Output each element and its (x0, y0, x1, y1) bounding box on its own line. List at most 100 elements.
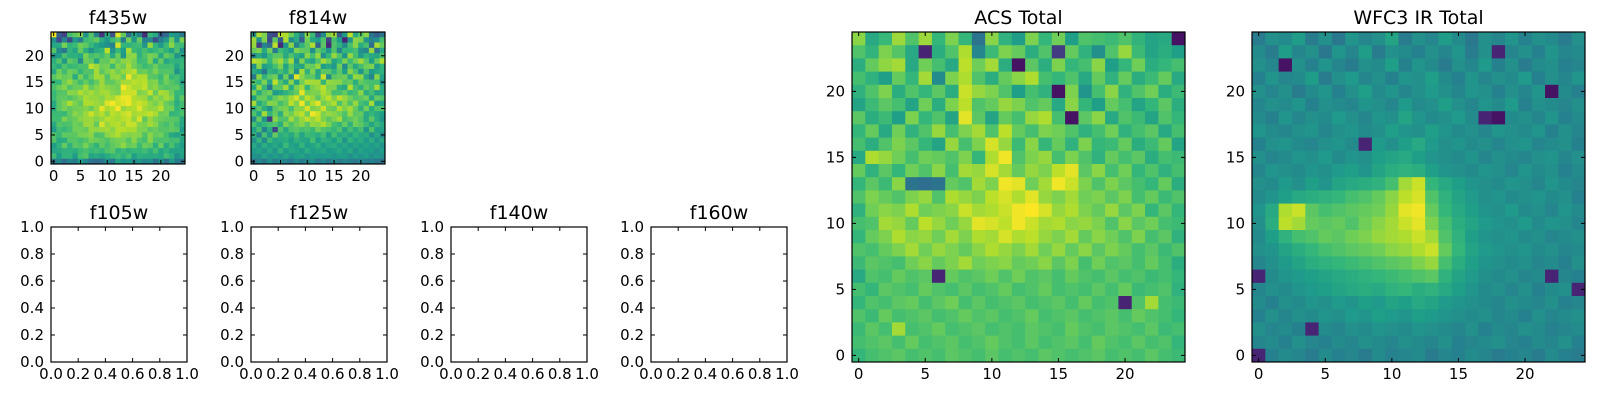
y-tick-label: 10 (225, 100, 244, 118)
heatmap-cell (945, 309, 959, 323)
heatmap-cell (158, 74, 164, 80)
heatmap-cell (1118, 269, 1133, 284)
heatmap-cell (261, 90, 268, 96)
heatmap-cell (1118, 216, 1133, 231)
heatmap-cell (985, 177, 999, 191)
heatmap-cell (77, 42, 84, 49)
heatmap-cell (1505, 111, 1519, 125)
heatmap-cell (1305, 124, 1319, 138)
heatmap-cell (1091, 335, 1106, 350)
heatmap-cell (104, 63, 111, 70)
heatmap-cell (374, 111, 381, 117)
x-tick-label: 15 (325, 167, 344, 185)
heatmap-cell (347, 137, 354, 144)
heatmap-cell (1358, 71, 1373, 86)
heatmap-cell (931, 177, 946, 191)
heatmap-cell (1358, 98, 1373, 112)
heatmap-cell (379, 153, 386, 160)
heatmap-cell (304, 68, 311, 75)
heatmap-cell (115, 132, 122, 138)
heatmap-cell (1038, 230, 1053, 244)
heatmap-cell (368, 68, 375, 75)
x-tick-label: 20 (151, 167, 170, 185)
heatmap-cell (1025, 243, 1039, 257)
heatmap-cell (1571, 335, 1586, 350)
heatmap-cell (67, 74, 73, 80)
heatmap-cell (326, 37, 332, 43)
y-tick-label: 0 (835, 346, 845, 364)
heatmap-cell (891, 84, 906, 99)
heatmap-cell (315, 79, 322, 86)
heatmap-cell (83, 132, 89, 138)
heatmap-cell (1065, 164, 1079, 178)
heatmap-cell (174, 111, 181, 117)
heatmap-cell (326, 111, 332, 117)
heatmap-cell (272, 137, 279, 144)
heatmap-cell (1065, 190, 1079, 204)
heatmap-cell (99, 95, 105, 102)
heatmap-cell (261, 95, 268, 102)
heatmap-cell (918, 190, 933, 204)
heatmap-cell (891, 335, 906, 350)
heatmap-cell (1438, 216, 1453, 231)
heatmap-cell (1331, 32, 1346, 46)
heatmap-cell (304, 121, 311, 128)
heatmap-cell (1158, 282, 1173, 297)
heatmap-cell (347, 79, 354, 86)
heatmap-cell (109, 68, 116, 75)
heatmap-cell (374, 84, 381, 91)
heatmap-cell (83, 121, 89, 128)
heatmap-cell (1385, 216, 1399, 231)
f125w-title: f125w (290, 202, 349, 224)
heatmap-cell (77, 142, 84, 149)
heatmap-cell (72, 68, 79, 75)
heatmap-cell (158, 111, 164, 117)
heatmap-cell (309, 58, 316, 65)
heatmap-cell (267, 90, 273, 96)
heatmap-cell (120, 95, 127, 102)
heatmap-cell (1531, 243, 1546, 257)
heatmap-cell (1545, 230, 1559, 244)
heatmap-cell (1425, 256, 1439, 270)
heatmap-cell (147, 153, 154, 160)
heatmap-cell (174, 142, 181, 149)
heatmap-cell (163, 105, 170, 112)
heatmap-cell (174, 158, 181, 165)
heatmap-cell (1385, 84, 1399, 99)
heatmap-cell (852, 256, 866, 270)
heatmap-cell (256, 90, 263, 96)
heatmap-cell (304, 137, 311, 144)
heatmap-cell (931, 45, 946, 59)
heatmap-cell (1145, 256, 1159, 270)
heatmap-cell (374, 63, 381, 70)
heatmap-cell (256, 142, 263, 149)
heatmap-cell (1465, 335, 1479, 350)
heatmap-cell (352, 153, 359, 160)
heatmap-cell (168, 127, 175, 133)
heatmap-cell (1531, 190, 1546, 204)
heatmap-cell (368, 158, 375, 165)
heatmap-cell (878, 203, 893, 218)
heatmap-cell (1345, 98, 1359, 112)
heatmap-cell (77, 121, 84, 128)
heatmap-cell (363, 127, 370, 133)
heatmap-cell (368, 63, 375, 70)
heatmap-cell (1451, 124, 1466, 138)
heatmap-cell (131, 105, 138, 112)
heatmap-cell (1438, 203, 1453, 218)
heatmap-cell (852, 322, 866, 336)
heatmap-cell (99, 111, 105, 117)
heatmap-cell (147, 158, 154, 165)
heatmap-cell (1305, 348, 1319, 363)
heatmap-cell (891, 216, 906, 231)
heatmap-cell (293, 74, 300, 80)
heatmap-cell (1145, 230, 1159, 244)
heatmap-cell (1158, 230, 1173, 244)
heatmap-cell (51, 111, 57, 117)
heatmap-cell (1065, 45, 1079, 59)
heatmap-cell (99, 116, 105, 123)
heatmap-cell (331, 84, 338, 91)
heatmap-cell (251, 148, 257, 154)
heatmap-cell (272, 42, 279, 49)
heatmap-cell (88, 42, 95, 49)
